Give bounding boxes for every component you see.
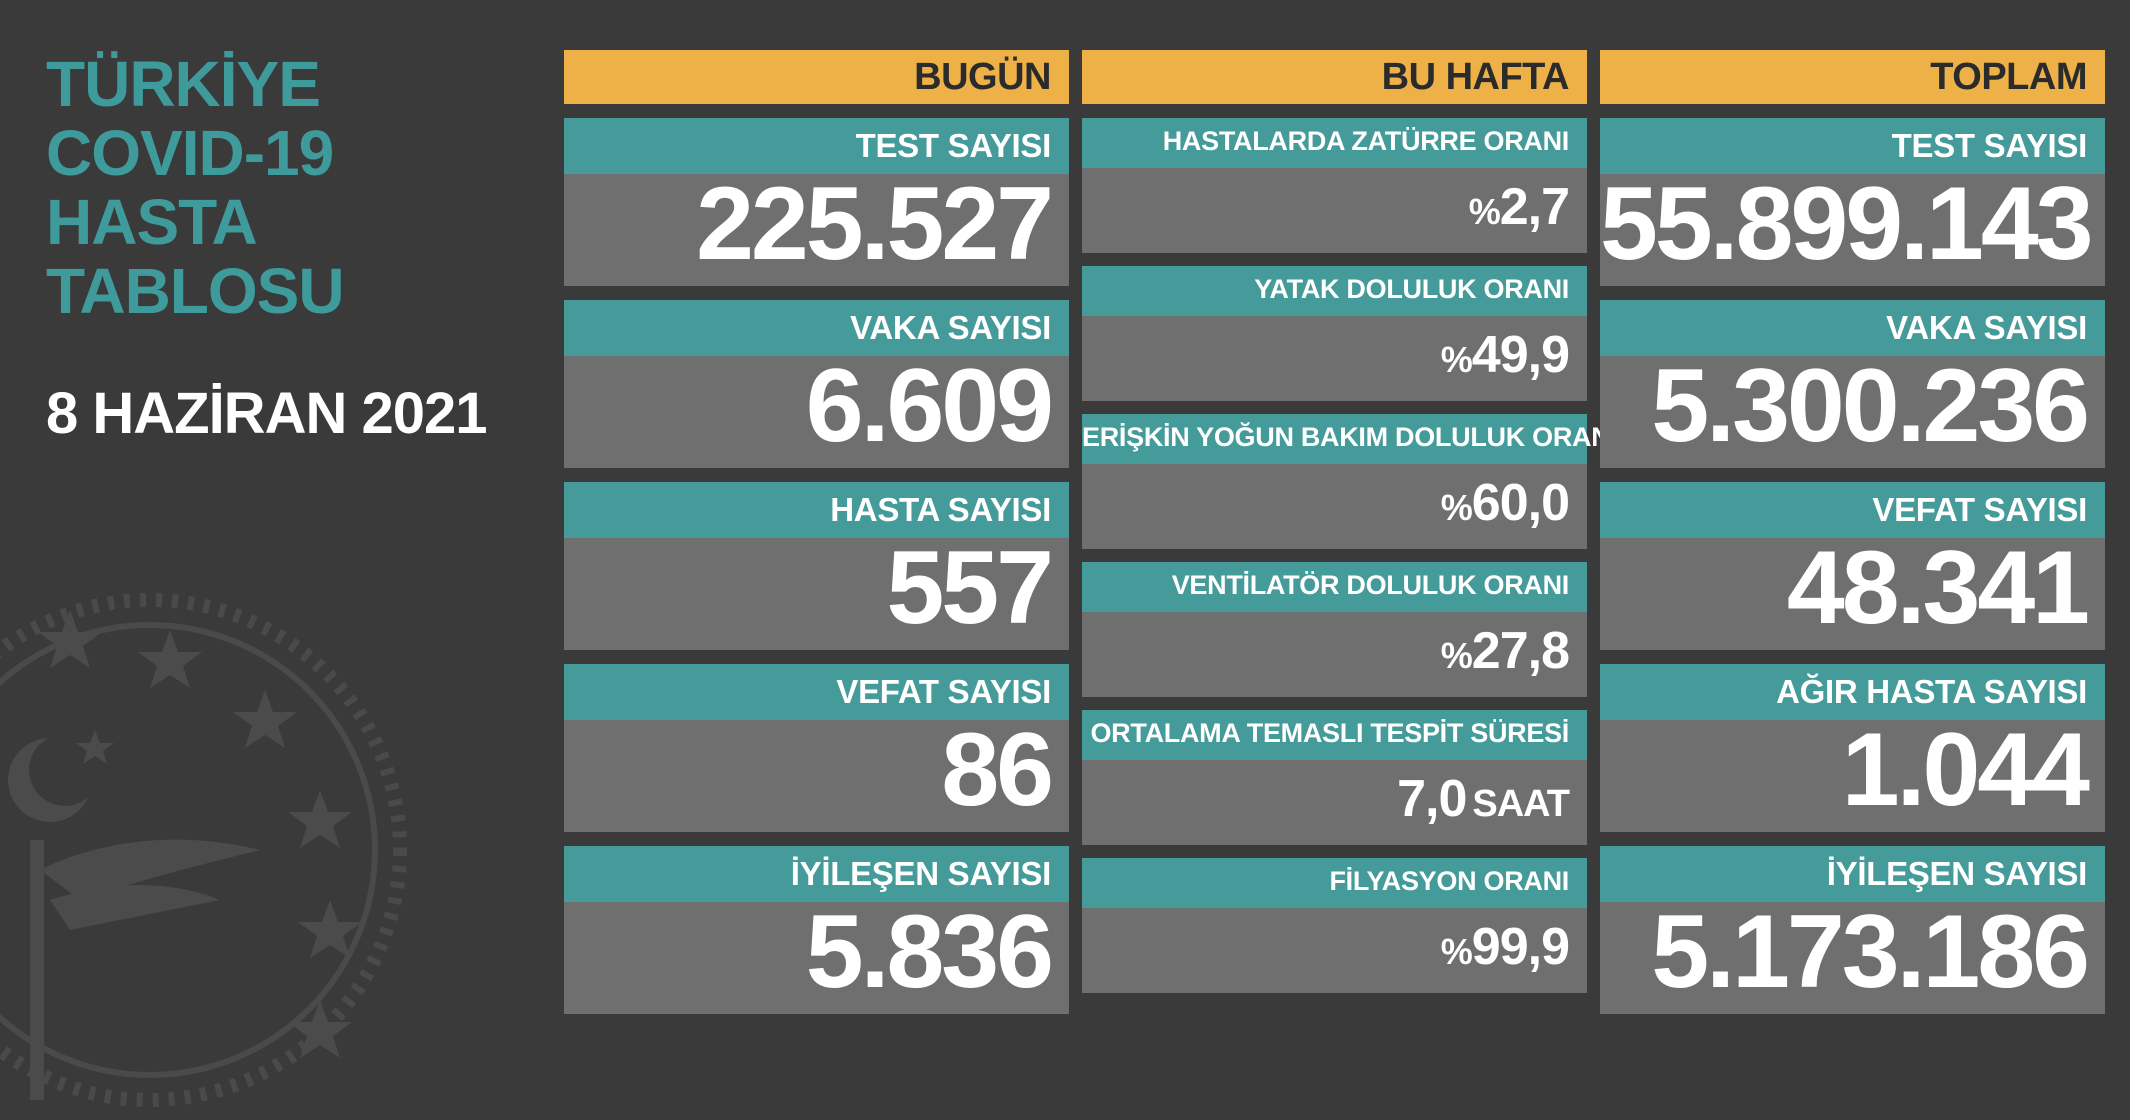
card-value: %60,0 <box>1082 464 1587 549</box>
total-case-card: VAKA SAYISI 5.300.236 <box>1600 300 2105 468</box>
card-value: 5.173.186 <box>1600 900 2105 1014</box>
card-label: İYİLEŞEN SAYISI <box>564 846 1069 902</box>
value-unit: SAAT <box>1472 783 1570 825</box>
card-label: YATAK DOLULUK ORANI <box>1082 266 1587 316</box>
week-ventilator-card: VENTİLATÖR DOLULUK ORANI %27,8 <box>1082 562 1587 697</box>
total-test-card: TEST SAYISI 55.899.143 <box>1600 118 2105 286</box>
card-label: İYİLEŞEN SAYISI <box>1600 846 2105 902</box>
total-column: TOPLAM TEST SAYISI 55.899.143 VAKA SAYIS… <box>1600 50 2105 1014</box>
week-header: BU HAFTA <box>1082 50 1587 104</box>
card-value: %49,9 <box>1082 316 1587 401</box>
percent-sign: % <box>1440 339 1473 380</box>
title-line: COVID-19 <box>46 117 334 189</box>
week-pneumonia-card: HASTALARDA ZATÜRRE ORANI %2,7 <box>1082 118 1587 253</box>
today-column: BUGÜN TEST SAYISI 225.527 VAKA SAYISI 6.… <box>564 50 1069 1014</box>
report-date: 8 HAZİRAN 2021 <box>46 381 487 446</box>
card-value: %2,7 <box>1082 168 1587 253</box>
week-contact-time-card: ORTALAMA TEMASLI TESPİT SÜRESİ 7,0 SAAT <box>1082 710 1587 845</box>
card-value: %99,9 <box>1082 908 1587 993</box>
card-value: 557 <box>564 536 1069 650</box>
percent-sign: % <box>1440 931 1473 972</box>
card-value: %27,8 <box>1082 612 1587 697</box>
card-value: 5.836 <box>564 900 1069 1014</box>
card-label: VENTİLATÖR DOLULUK ORANI <box>1082 562 1587 612</box>
total-recovered-card: İYİLEŞEN SAYISI 5.173.186 <box>1600 846 2105 1014</box>
card-label: VAKA SAYISI <box>564 300 1069 356</box>
card-label: TEST SAYISI <box>564 118 1069 174</box>
card-value: 6.609 <box>564 354 1069 468</box>
value-number: 2,7 <box>1499 178 1570 236</box>
page-title: TÜRKİYE COVID-19 HASTA TABLOSU <box>46 48 345 327</box>
card-label: ERİŞKİN YOĞUN BAKIM DOLULUK ORANI <box>1082 414 1618 464</box>
card-label: HASTA SAYISI <box>564 482 1069 538</box>
card-value: 7,0 SAAT <box>1082 760 1587 845</box>
ministry-emblem-icon <box>0 593 407 1107</box>
card-value: 5.300.236 <box>1600 354 2105 468</box>
total-header: TOPLAM <box>1600 50 2105 104</box>
percent-sign: % <box>1468 191 1501 232</box>
card-label: VEFAT SAYISI <box>564 664 1069 720</box>
title-line: TÜRKİYE <box>46 48 321 120</box>
today-case-card: VAKA SAYISI 6.609 <box>564 300 1069 468</box>
card-label: VAKA SAYISI <box>1600 300 2105 356</box>
total-death-card: VEFAT SAYISI 48.341 <box>1600 482 2105 650</box>
percent-sign: % <box>1440 635 1473 676</box>
week-bed-card: YATAK DOLULUK ORANI %49,9 <box>1082 266 1587 401</box>
card-label: AĞIR HASTA SAYISI <box>1600 664 2105 720</box>
today-patient-card: HASTA SAYISI 557 <box>564 482 1069 650</box>
today-recovered-card: İYİLEŞEN SAYISI 5.836 <box>564 846 1069 1014</box>
value-number: 60,0 <box>1471 474 1570 532</box>
percent-sign: % <box>1440 487 1473 528</box>
card-value: 86 <box>564 718 1069 832</box>
title-line: HASTA <box>46 186 258 258</box>
value-number: 27,8 <box>1471 622 1570 680</box>
card-label: ORTALAMA TEMASLI TESPİT SÜRESİ <box>1082 710 1587 760</box>
card-label: FİLYASYON ORANI <box>1082 858 1587 908</box>
title-line: TABLOSU <box>46 255 345 327</box>
today-test-card: TEST SAYISI 225.527 <box>564 118 1069 286</box>
today-header: BUGÜN <box>564 50 1069 104</box>
card-label: TEST SAYISI <box>1600 118 2105 174</box>
week-column: BU HAFTA HASTALARDA ZATÜRRE ORANI %2,7 Y… <box>1082 50 1618 993</box>
value-number: 99,9 <box>1471 918 1570 976</box>
card-value: 225.527 <box>564 172 1069 286</box>
card-value: 55.899.143 <box>1600 172 2105 286</box>
card-value: 1.044 <box>1600 718 2105 832</box>
card-value: 48.341 <box>1600 536 2105 650</box>
week-filiation-card: FİLYASYON ORANI %99,9 <box>1082 858 1587 993</box>
week-icu-card: ERİŞKİN YOĞUN BAKIM DOLULUK ORANI %60,0 <box>1082 414 1618 549</box>
today-death-card: VEFAT SAYISI 86 <box>564 664 1069 832</box>
card-label: VEFAT SAYISI <box>1600 482 2105 538</box>
value-number: 49,9 <box>1471 326 1570 384</box>
total-critical-card: AĞIR HASTA SAYISI 1.044 <box>1600 664 2105 832</box>
card-label: HASTALARDA ZATÜRRE ORANI <box>1082 118 1587 168</box>
value-number: 7,0 <box>1397 770 1467 828</box>
